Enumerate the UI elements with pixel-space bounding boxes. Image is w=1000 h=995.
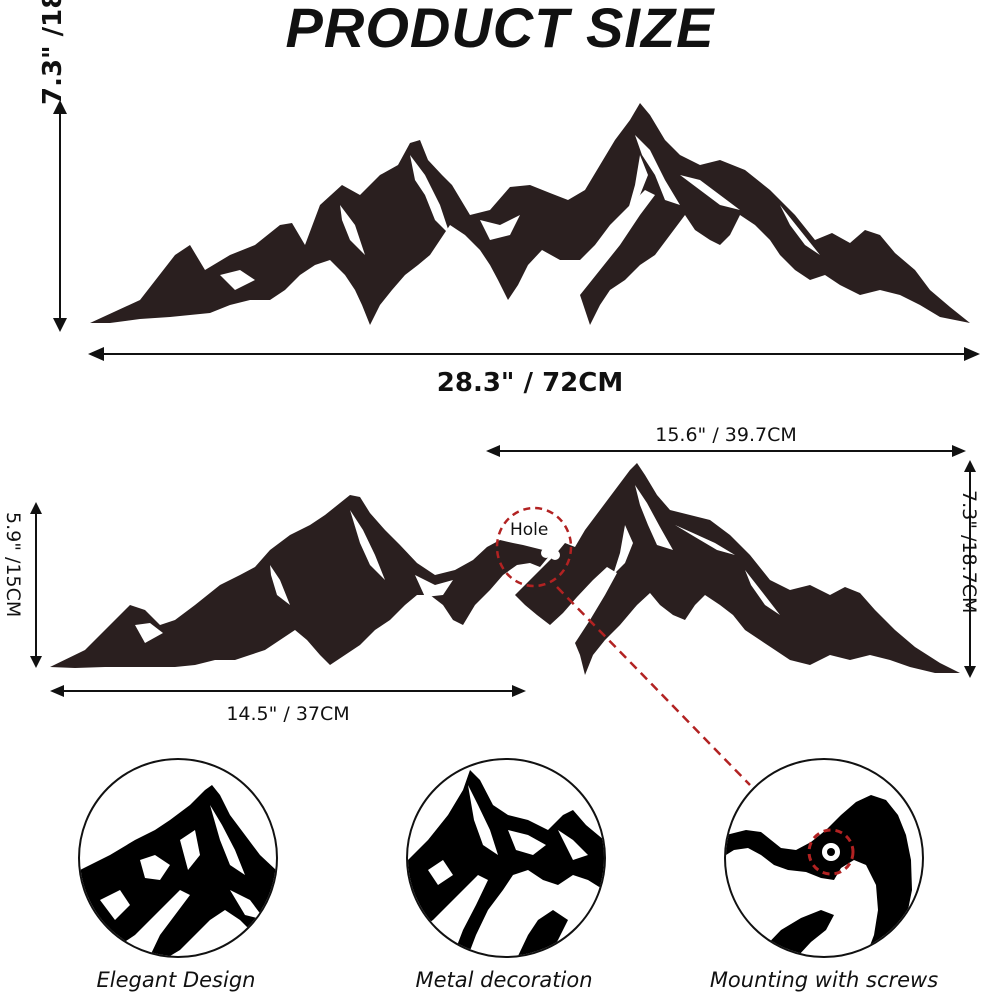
left-piece-width-label: 14.5" / 37CM xyxy=(226,703,350,725)
feature-circle-metal xyxy=(406,758,606,958)
full-width-arrow xyxy=(88,347,980,361)
feature-caption-mounting: Mounting with screws xyxy=(709,968,939,992)
feature-caption-elegant: Elegant Design xyxy=(96,968,256,992)
hole-label: Hole xyxy=(510,520,549,540)
full-height-arrow xyxy=(53,100,67,332)
hole-leader-line xyxy=(556,586,751,786)
split-mountain-silhouette xyxy=(50,463,960,675)
mountain-peak-icon xyxy=(408,770,604,956)
mountain-detail-icon xyxy=(80,785,276,956)
right-piece-height-arrow xyxy=(964,460,976,678)
right-piece-height-label: 7.3" /18.7CM xyxy=(958,490,980,614)
page-title: PRODUCT SIZE xyxy=(285,0,715,59)
screw-hole-icon xyxy=(726,795,912,956)
hole-highlight-circle xyxy=(495,506,573,588)
feature-circle-mounting xyxy=(724,758,924,958)
feature-circle-elegant xyxy=(78,758,278,958)
left-piece-width-arrow xyxy=(50,685,526,697)
full-width-label: 28.3" / 72CM xyxy=(436,368,624,398)
full-mountain-silhouette xyxy=(90,103,970,325)
right-piece-width-label: 15.6" / 39.7CM xyxy=(655,424,797,446)
feature-caption-metal: Metal decoration xyxy=(415,968,593,992)
right-piece-width-arrow xyxy=(486,445,966,457)
full-height-label: 7.3" /18.7CM xyxy=(38,0,68,105)
left-piece-height-arrow xyxy=(30,502,42,668)
left-piece-height-label: 5.9" /15CM xyxy=(2,512,24,618)
